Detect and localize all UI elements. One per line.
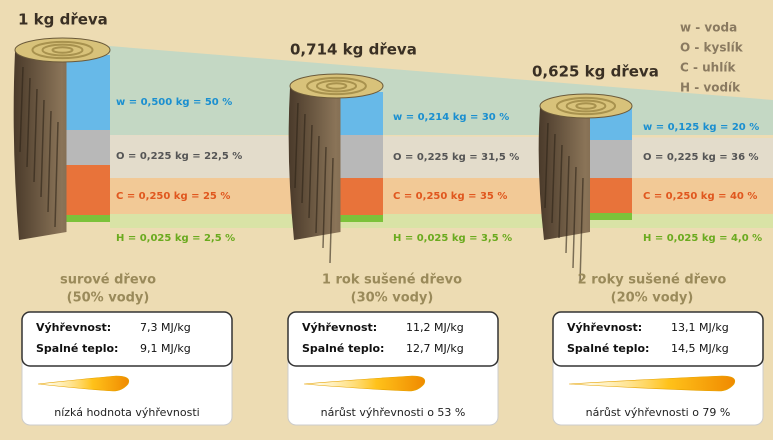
bark-crack <box>579 177 584 284</box>
flame <box>568 375 736 392</box>
log-ring <box>31 40 94 60</box>
log-ring <box>41 43 84 57</box>
wood-label: 1 rok sušené dřevo <box>322 273 462 288</box>
log-section <box>340 135 383 178</box>
legend-item: C - uhlík <box>680 61 736 75</box>
bark-crack <box>572 166 577 269</box>
bark-crack <box>301 113 306 204</box>
component-label: C = 0,250 kg = 40 % <box>643 191 757 202</box>
row-value: 13,1 MJ/kg <box>671 321 729 334</box>
component-label: O = 0,225 kg = 31,5 % <box>393 152 519 163</box>
bark-crack <box>544 122 549 209</box>
log-section <box>340 215 383 222</box>
note: nárůst výhřevnosti o 53 % <box>321 406 466 419</box>
hydrogen-band <box>110 214 773 228</box>
legend-item: H - vodík <box>680 81 741 95</box>
component-label: C = 0,250 kg = 35 % <box>393 191 507 202</box>
bark-crack <box>33 88 38 183</box>
row-label: Výhřevnost: <box>567 321 642 334</box>
wood-sublabel: (30% vody) <box>351 291 434 306</box>
flame <box>303 375 426 392</box>
row-label: Spalné teplo: <box>567 342 649 355</box>
log-ring <box>565 99 607 113</box>
log-section <box>340 178 383 215</box>
row-value: 9,1 MJ/kg <box>140 342 191 355</box>
bark-crack <box>47 110 52 213</box>
log-ring <box>51 46 74 54</box>
weight-title: 0,625 kg dřeva <box>532 63 659 81</box>
wood-sublabel: (50% vody) <box>67 291 150 306</box>
bark-crack <box>329 157 334 264</box>
row-value: 11,2 MJ/kg <box>406 321 464 334</box>
component-label: H = 0,025 kg = 3,5 % <box>393 233 512 244</box>
log-ring <box>306 76 367 96</box>
log-bark <box>13 43 111 240</box>
component-label: O = 0,225 kg = 22,5 % <box>116 151 242 162</box>
bark-crack <box>322 146 327 249</box>
bark-crack <box>558 144 563 239</box>
bark-crack <box>315 135 320 234</box>
bark-crack <box>551 133 556 224</box>
bark-crack <box>40 99 45 198</box>
log-section <box>590 140 632 178</box>
log-section <box>340 92 383 135</box>
wood-label: 2 roky sušené dřevo <box>578 273 727 288</box>
log-ring <box>325 82 348 90</box>
log-ring <box>575 102 597 110</box>
bark-crack <box>565 155 570 254</box>
row-label: Spalné teplo: <box>302 342 384 355</box>
result-table <box>21 311 233 367</box>
log-bark <box>538 99 632 240</box>
legend-item: O - kyslík <box>680 41 744 55</box>
note: nízká hodnota výhřevnosti <box>54 406 200 419</box>
log-section <box>66 165 110 215</box>
log-section <box>590 213 632 220</box>
log-ring <box>315 79 358 93</box>
weight-title: 1 kg dřeva <box>18 11 108 29</box>
component-label: H = 0,025 kg = 2,5 % <box>116 233 235 244</box>
row-value: 12,7 MJ/kg <box>406 342 464 355</box>
log-section <box>66 130 110 165</box>
result-table <box>552 311 764 367</box>
flame <box>37 375 130 392</box>
bark-crack <box>26 77 31 168</box>
component-label: w = 0,500 kg = 50 % <box>116 97 232 108</box>
row-value: 14,5 MJ/kg <box>671 342 729 355</box>
bark-crack <box>19 66 24 153</box>
log-bark <box>288 79 383 240</box>
row-label: Výhřevnost: <box>36 321 111 334</box>
note: nárůst výhřevnosti o 79 % <box>586 406 731 419</box>
result-table <box>287 311 499 367</box>
component-label: H = 0,025 kg = 4,0 % <box>643 233 762 244</box>
bark-crack <box>54 121 59 228</box>
bark-crack <box>308 124 313 219</box>
log-section <box>66 55 110 130</box>
component-label: w = 0,125 kg = 20 % <box>643 122 759 133</box>
row-value: 7,3 MJ/kg <box>140 321 191 334</box>
component-label: C = 0,250 kg = 25 % <box>116 191 230 202</box>
legend-item: w - voda <box>680 21 737 35</box>
wood-label: surové dřevo <box>60 273 156 288</box>
log-section <box>66 215 110 222</box>
component-label: O = 0,225 kg = 36 % <box>643 152 759 163</box>
component-label: w = 0,214 kg = 30 % <box>393 112 509 123</box>
row-label: Spalné teplo: <box>36 342 118 355</box>
log-section <box>590 178 632 213</box>
row-label: Výhřevnost: <box>302 321 377 334</box>
weight-title: 0,714 kg dřeva <box>290 41 417 59</box>
log-ring <box>555 96 617 116</box>
bark-crack <box>294 102 299 189</box>
wood-sublabel: (20% vody) <box>611 291 694 306</box>
